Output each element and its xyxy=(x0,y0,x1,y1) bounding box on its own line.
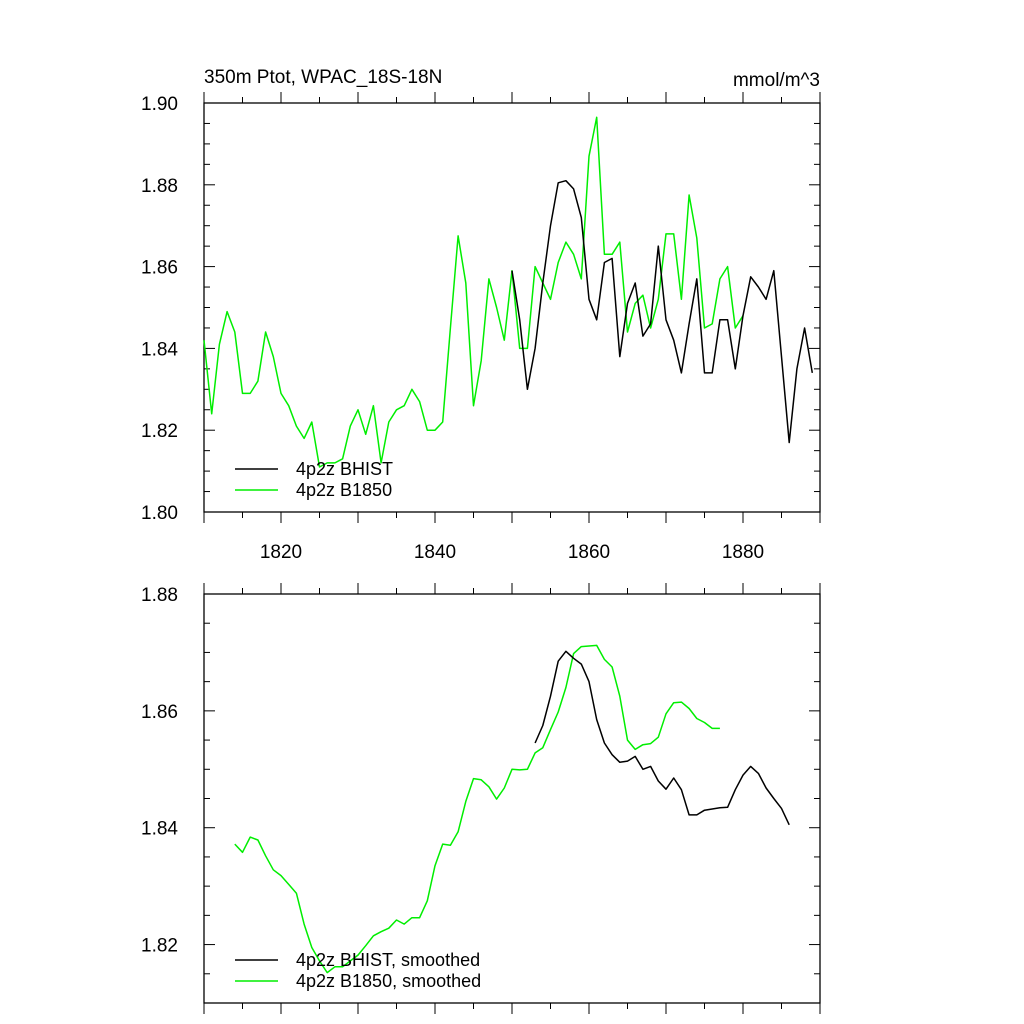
legend-label-bhist-smoothed: 4p2z BHIST, smoothed xyxy=(296,950,480,970)
series-line-4p2z-b1850 xyxy=(203,116,744,468)
axis-ticks xyxy=(203,583,821,1014)
y-tick-label: 1.84 xyxy=(141,819,178,840)
legend: 4p2z BHIST 4p2z B1850 xyxy=(235,459,393,500)
x-tick-label: 1880 xyxy=(722,542,764,563)
legend-label-b1850-smoothed: 4p2z B1850, smoothed xyxy=(296,971,481,991)
axis-ticks xyxy=(203,92,821,523)
data-series xyxy=(203,116,814,468)
legend-label-b1850: 4p2z B1850 xyxy=(296,480,392,500)
x-tick-label: 1860 xyxy=(568,542,610,563)
y-axis-labels: 1.82 1.84 1.86 1.88 xyxy=(141,585,178,957)
y-tick-label: 1.84 xyxy=(141,339,178,360)
chart-title: 350m Ptot, WPAC_18S-18N xyxy=(204,67,442,88)
y-tick-label: 1.86 xyxy=(141,702,178,723)
y-tick-label: 1.80 xyxy=(141,503,178,524)
x-tick-label: 1820 xyxy=(260,542,302,563)
top-panel: 350m Ptot, WPAC_18S-18N mmol/m^3 1.801.8… xyxy=(141,67,821,563)
x-axis-labels: 1820 1840 1860 1880 xyxy=(260,542,764,563)
data-series xyxy=(234,644,790,974)
series-line-4p2z-bhist xyxy=(511,179,814,444)
plot-frame xyxy=(203,593,821,1004)
plot-frame xyxy=(203,102,821,513)
y-tick-label: 1.90 xyxy=(141,94,178,115)
bottom-panel: 1.82 1.84 1.86 1.88 4p2z BHIST, smoothed 4p… xyxy=(141,583,821,1014)
units-label: mmol/m^3 xyxy=(733,70,820,91)
series-line-4p2z-bhist-smoothed xyxy=(534,650,790,826)
y-tick-label: 1.82 xyxy=(141,936,178,957)
y-tick-label: 1.82 xyxy=(141,421,178,442)
y-axis-labels: 1.80 1.82 1.84 1.86 1.88 1.90 xyxy=(141,94,178,524)
y-tick-label: 1.86 xyxy=(141,258,178,279)
y-tick-label: 1.88 xyxy=(141,585,178,606)
y-tick-label: 1.88 xyxy=(141,176,178,197)
series-line-4p2z-b1850-smoothed xyxy=(234,644,720,974)
x-tick-label: 1840 xyxy=(414,542,456,563)
legend-label-bhist: 4p2z BHIST xyxy=(296,459,393,479)
legend: 4p2z BHIST, smoothed 4p2z B1850, smoothe… xyxy=(235,950,481,991)
